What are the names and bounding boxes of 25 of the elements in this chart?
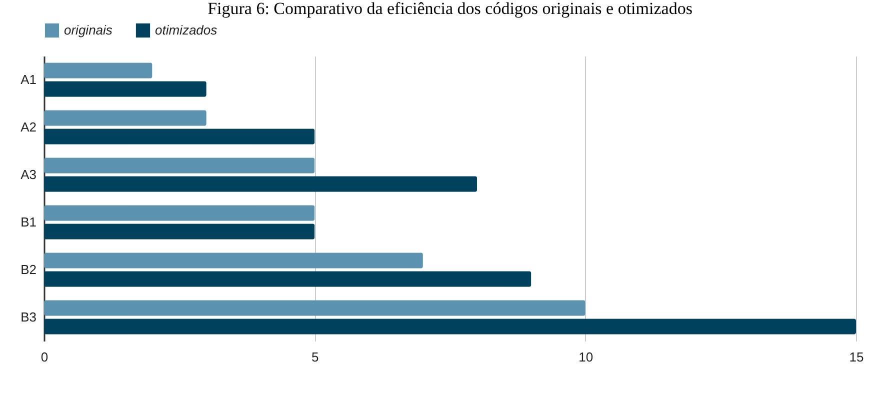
bar (44, 176, 478, 192)
legend-label: otimizados (155, 22, 218, 38)
y-tick-label: B3 (20, 309, 36, 324)
y-tick-label: A1 (20, 72, 36, 87)
legend-label: originais (64, 22, 113, 38)
bar (44, 224, 315, 240)
y-tick-label: A3 (20, 166, 36, 182)
bar (44, 110, 206, 126)
bar (44, 318, 856, 334)
y-tick-label: B1 (20, 214, 36, 230)
bar (44, 158, 315, 174)
x-tick-label: 5 (312, 350, 319, 364)
y-tick-label: A2 (20, 119, 36, 134)
x-tick-label: 15 (849, 350, 864, 364)
x-tick-label: 0 (40, 350, 48, 364)
bar (44, 62, 152, 78)
x-tick-label: 10 (578, 350, 594, 364)
bar (44, 271, 532, 287)
bar (44, 205, 315, 221)
y-tick-label: B2 (20, 262, 36, 277)
bar (44, 81, 206, 97)
bar (44, 128, 315, 144)
chart-title: Figura 6: Comparativo da eficiência dos códigos originais e otimizados (208, 0, 692, 18)
bar (44, 300, 586, 316)
bar (44, 252, 423, 268)
